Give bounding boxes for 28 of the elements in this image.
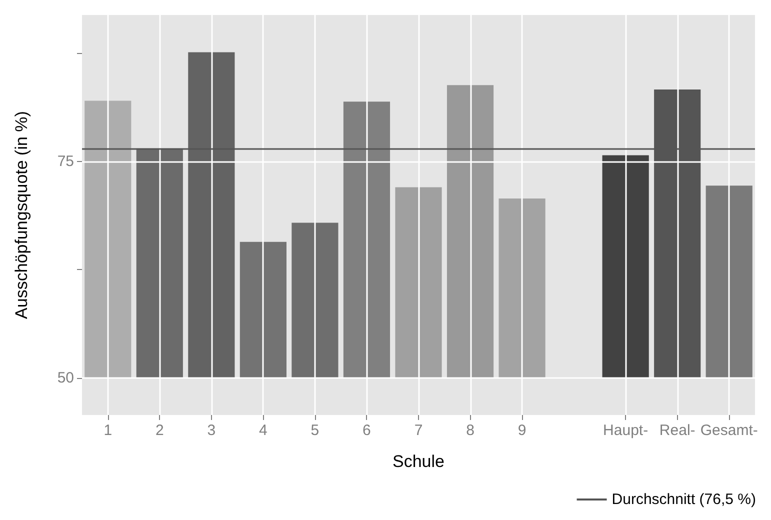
y-axis-title: Ausschöpfungsquote (in %)	[12, 111, 31, 319]
y-tick-label: 75	[57, 152, 74, 170]
bar	[706, 186, 752, 378]
bar	[343, 102, 390, 378]
x-tick-label: 4	[259, 422, 268, 439]
bar	[240, 242, 286, 378]
x-tick-label: Haupt-	[603, 422, 648, 439]
bar	[136, 148, 183, 378]
x-tick-label: 1	[104, 422, 112, 439]
bar	[602, 155, 649, 378]
bar	[446, 85, 494, 378]
x-tick-label: Real-	[659, 422, 696, 439]
x-axis-title: Schule	[392, 452, 444, 471]
x-tick-label: 2	[155, 422, 164, 439]
legend-label: Durchschnitt (76,5 %)	[612, 491, 756, 508]
bar	[292, 222, 338, 378]
bar	[188, 52, 235, 378]
x-tick-label: 7	[414, 422, 423, 439]
x-tick-label: Gesamt-	[700, 422, 758, 439]
x-tick-label: 5	[310, 422, 320, 439]
bar	[395, 187, 442, 378]
x-tick-label: 3	[207, 422, 216, 439]
bar	[498, 198, 546, 378]
x-tick-label: 6	[362, 422, 371, 439]
x-tick-label: 9	[518, 422, 526, 439]
bar	[84, 100, 132, 378]
y-tick-label: 50	[57, 369, 74, 386]
x-tick-label: 8	[466, 422, 474, 439]
